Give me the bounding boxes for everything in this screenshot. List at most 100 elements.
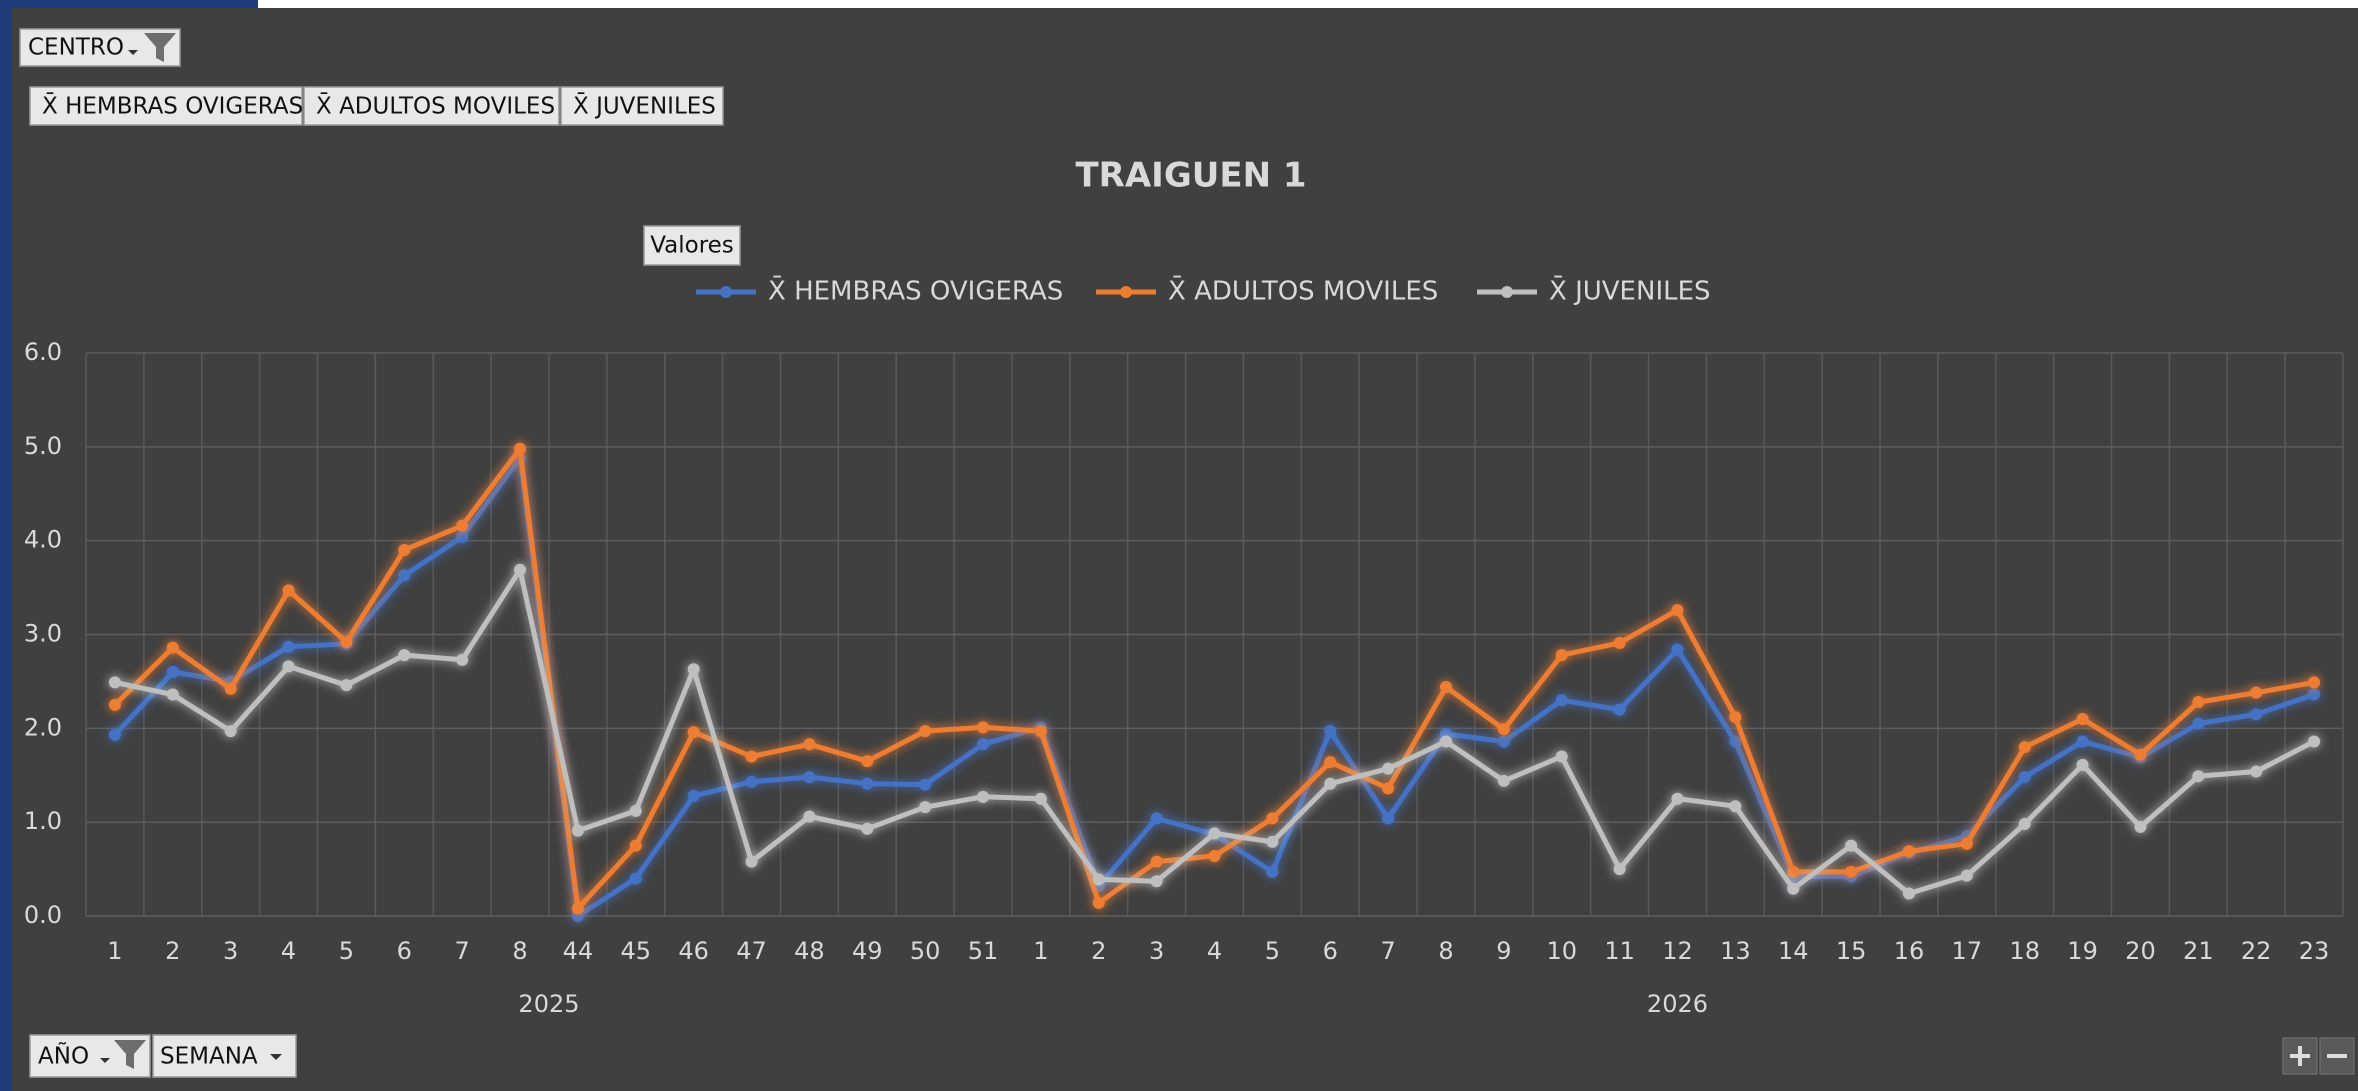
x-tick-label: 9 (1496, 937, 1511, 965)
data-point (1555, 750, 1568, 763)
x-tick-label: 23 (2299, 937, 2330, 965)
x-tick-label: 8 (512, 937, 527, 965)
centro-label[interactable]: CENTRO (28, 35, 124, 61)
x-tick-label: 51 (968, 937, 999, 965)
data-point (1671, 643, 1684, 656)
data-point (108, 698, 121, 711)
data-point (1613, 863, 1626, 876)
data-point (282, 584, 295, 597)
data-point (1497, 735, 1510, 748)
series (108, 442, 2321, 915)
y-tick-label: 5.0 (24, 432, 62, 460)
x-tick-label: 19 (2067, 937, 2098, 965)
data-point (166, 666, 179, 679)
data-point (1613, 636, 1626, 649)
data-point (108, 728, 121, 741)
data-point (2250, 765, 2263, 778)
valores-label[interactable]: Valores (650, 233, 734, 259)
data-point (861, 777, 874, 790)
data-point (1497, 774, 1510, 787)
x-tick-label: 3 (1149, 937, 1164, 965)
expand-collapse[interactable] (2282, 1037, 2355, 1075)
data-point (687, 663, 700, 676)
data-point (398, 649, 411, 662)
data-point (514, 563, 527, 576)
field-button[interactable] (303, 86, 560, 126)
x-tick-label: 48 (794, 937, 825, 965)
ano-filter[interactable]: AÑO (29, 1034, 151, 1078)
data-point (1439, 681, 1452, 694)
semana-label[interactable]: SEMANA (160, 1044, 258, 1070)
data-point (919, 778, 932, 791)
data-point (456, 530, 469, 543)
data-point (1382, 762, 1395, 775)
data-point (2308, 735, 2321, 748)
field-button-label[interactable]: X̄ ADULTOS MOVILES (316, 91, 555, 119)
data-point (1960, 869, 1973, 882)
data-point (745, 855, 758, 868)
data-point (398, 544, 411, 557)
data-point (1092, 873, 1105, 886)
field-button-label[interactable]: X̄ HEMBRAS OVIGERAS (42, 91, 303, 119)
data-point (1324, 777, 1337, 790)
x-tick-label: 17 (1952, 937, 1983, 965)
x-tick-label: 4 (281, 937, 296, 965)
data-point (2018, 741, 2031, 754)
group-label: 2025 (518, 990, 579, 1018)
x-tick-label: 15 (1836, 937, 1867, 965)
x-tick-label: 20 (2125, 937, 2156, 965)
data-point (1150, 855, 1163, 868)
data-point (2134, 748, 2147, 761)
x-tick-label: 50 (910, 937, 941, 965)
legend-label: X̄ JUVENILES (1549, 275, 1711, 307)
data-point (1208, 827, 1221, 840)
data-point (1324, 725, 1337, 738)
top-strip-corner (0, 0, 258, 8)
data-point (803, 810, 816, 823)
x-tick-label: 18 (2009, 937, 2040, 965)
data-point (2250, 708, 2263, 721)
data-point (803, 771, 816, 784)
data-point (919, 725, 932, 738)
data-point (166, 641, 179, 654)
data-point (2250, 686, 2263, 699)
x-tick-label: 10 (1546, 937, 1577, 965)
data-point (861, 822, 874, 835)
data-point (282, 660, 295, 673)
data-point (687, 789, 700, 802)
data-point (1266, 865, 1279, 878)
data-point (1555, 694, 1568, 707)
legend-label: X̄ ADULTOS MOVILES (1168, 275, 1438, 307)
value-field-buttons: X̄ HEMBRAS OVIGERAS X̄ ADULTOS MOVILES X̄ … (29, 86, 724, 126)
data-point (977, 721, 990, 734)
ano-label[interactable]: AÑO (38, 1042, 89, 1070)
field-button-label[interactable]: X̄ JUVENILES (573, 91, 716, 119)
data-point (1092, 896, 1105, 909)
data-point (1150, 812, 1163, 825)
data-point (1729, 735, 1742, 748)
legend-marker (720, 286, 732, 298)
x-tick-label: 47 (736, 937, 767, 965)
data-point (803, 738, 816, 751)
x-tick-label: 1 (1033, 937, 1048, 965)
data-point (2076, 735, 2089, 748)
data-point (1902, 845, 1915, 858)
data-point (1208, 849, 1221, 862)
data-point (166, 688, 179, 701)
data-point (2018, 818, 2031, 831)
centro-filter[interactable]: CENTRO (19, 28, 181, 67)
field-button[interactable] (29, 86, 303, 126)
x-tick-label: 3 (223, 937, 238, 965)
semana-filter[interactable]: SEMANA (152, 1034, 297, 1078)
data-point (1439, 735, 1452, 748)
valores-button[interactable]: Valores (643, 225, 741, 266)
x-tick-label: 6 (397, 937, 412, 965)
data-point (2192, 717, 2205, 730)
x-tick-label: 44 (563, 937, 594, 965)
data-point (571, 824, 584, 837)
legend-label: X̄ HEMBRAS OVIGERAS (768, 275, 1063, 307)
field-button[interactable] (560, 86, 724, 126)
x-tick-label: 13 (1720, 937, 1751, 965)
